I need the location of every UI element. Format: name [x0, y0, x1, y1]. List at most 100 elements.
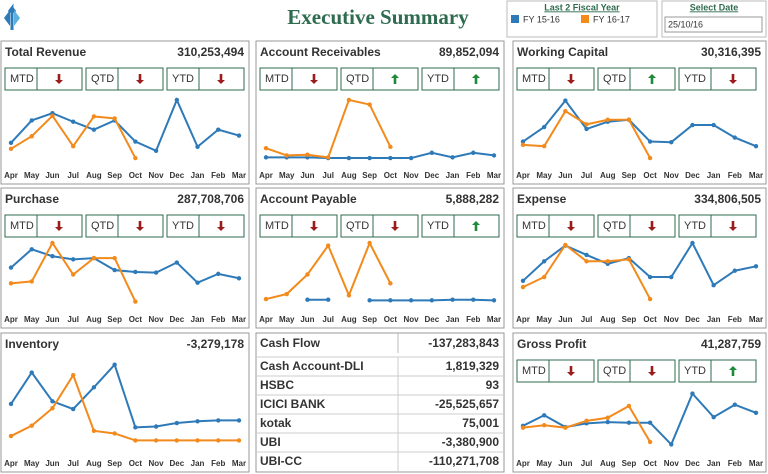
point — [753, 264, 759, 269]
kpi-box[interactable] — [85, 214, 164, 238]
point — [753, 410, 759, 415]
kpi-box[interactable] — [597, 67, 676, 91]
point — [471, 150, 476, 155]
kpi-box[interactable] — [85, 67, 164, 91]
point — [541, 259, 547, 264]
kpi-box[interactable] — [340, 67, 419, 91]
point — [263, 145, 269, 151]
x-tick-label: Nov — [664, 171, 680, 180]
point — [50, 113, 55, 119]
panel — [0, 332, 250, 473]
kpi-box[interactable] — [166, 214, 245, 238]
point — [305, 272, 310, 277]
kpi-box[interactable] — [259, 67, 338, 91]
point — [471, 297, 476, 302]
point — [8, 146, 14, 151]
kpi-box[interactable] — [678, 67, 757, 91]
kpi-box[interactable] — [4, 214, 83, 238]
point — [541, 274, 547, 280]
x-tick-label: Jun — [45, 171, 59, 180]
kpi-box[interactable] — [340, 214, 419, 238]
kpi-box[interactable] — [4, 67, 83, 91]
panel — [0, 40, 250, 185]
point — [584, 418, 589, 424]
kpi-box[interactable] — [678, 359, 757, 383]
x-tick-label: Sep — [622, 171, 637, 180]
point — [133, 425, 138, 430]
kpi-box[interactable] — [166, 67, 245, 91]
x-tick-label: Dec — [685, 171, 700, 180]
date-value[interactable]: 25/10/16 — [668, 19, 703, 29]
kpi-box[interactable] — [516, 67, 595, 91]
point — [325, 155, 331, 160]
kpi-box[interactable] — [597, 359, 676, 383]
x-tick-label: Mar — [487, 171, 501, 180]
point — [133, 155, 138, 161]
x-tick-label: Aug — [86, 171, 102, 180]
point — [520, 425, 526, 430]
kpi-label: MTD — [522, 220, 546, 232]
panel-total: 41,287,759 — [701, 337, 761, 351]
x-tick-label: Jul — [581, 315, 593, 324]
row-value: 1,819,329 — [446, 359, 500, 373]
point — [305, 297, 310, 302]
point — [732, 135, 738, 140]
point — [584, 126, 589, 132]
x-tick-label: Mar — [749, 459, 763, 468]
date-input[interactable] — [664, 16, 763, 33]
kpi-box[interactable] — [678, 214, 757, 238]
point — [112, 431, 117, 436]
x-tick-label: Jul — [322, 171, 334, 180]
trend-arrow — [310, 221, 318, 231]
x-tick-label: Sep — [107, 459, 122, 468]
point — [133, 438, 138, 443]
point — [626, 117, 632, 122]
point — [429, 298, 435, 303]
x-tick-label: Oct — [129, 171, 143, 180]
point — [690, 240, 695, 246]
row-value: 75,001 — [462, 416, 499, 430]
trend-arrow — [391, 74, 399, 84]
point — [367, 240, 372, 246]
point — [563, 425, 568, 430]
x-tick-label: Oct — [129, 459, 143, 468]
point — [133, 269, 138, 275]
kpi-box[interactable] — [597, 214, 676, 238]
x-tick-label: Jan — [191, 459, 205, 468]
trend-arrow — [136, 221, 144, 231]
x-tick-label: Nov — [404, 315, 420, 324]
x-tick-label: Jul — [581, 171, 593, 180]
kpi-box[interactable] — [516, 359, 595, 383]
kpi-box[interactable] — [516, 214, 595, 238]
kpi-box[interactable] — [259, 214, 338, 238]
panel — [512, 187, 767, 329]
point — [216, 271, 221, 277]
kpi-label: QTD — [91, 73, 114, 85]
point — [284, 153, 289, 158]
point — [8, 281, 14, 286]
trend-arrow — [648, 74, 656, 84]
x-tick-label: Apr — [516, 171, 530, 180]
point — [70, 272, 76, 277]
point — [133, 139, 138, 144]
point — [520, 278, 526, 283]
x-tick-label: Feb — [211, 315, 225, 324]
point — [367, 102, 372, 107]
point — [346, 97, 352, 103]
x-tick-label: Jan — [446, 315, 460, 324]
trend-arrow — [567, 366, 575, 376]
kpi-box[interactable] — [421, 214, 500, 238]
point — [236, 133, 242, 138]
trend-arrow — [472, 221, 480, 231]
point — [50, 406, 55, 411]
x-tick-label: Jul — [67, 315, 79, 324]
panel-total: 5,888,282 — [446, 192, 500, 206]
point — [8, 401, 14, 407]
point — [70, 143, 76, 149]
point — [626, 420, 632, 425]
kpi-box[interactable] — [421, 67, 500, 91]
point — [133, 299, 138, 304]
x-tick-label: Oct — [643, 459, 657, 468]
panel-title: Account Payable — [260, 192, 357, 206]
